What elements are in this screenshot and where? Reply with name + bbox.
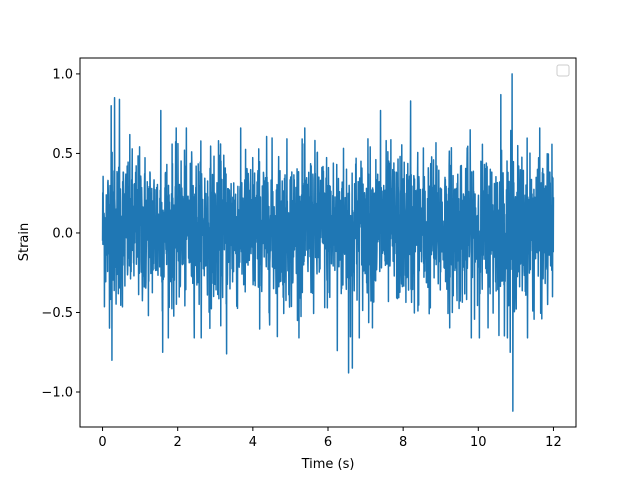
x-tick-label: 12	[545, 435, 562, 450]
x-axis-label: Time (s)	[301, 457, 355, 472]
legend-box	[556, 64, 570, 77]
y-axis-label: Strain	[17, 223, 32, 262]
y-tick-label: 0.0	[52, 226, 73, 241]
y-axis: −1.0 −0.5 0.0 0.5 1.0	[41, 67, 80, 401]
x-tick-label: 10	[470, 435, 487, 450]
y-tick-label: −1.0	[41, 386, 73, 401]
series-layer	[101, 73, 555, 412]
x-tick-label: 6	[324, 435, 332, 450]
y-tick-label: 0.5	[52, 147, 73, 162]
x-tick-label: 2	[174, 435, 182, 450]
y-tick-label: −0.5	[41, 306, 73, 321]
series-line	[101, 73, 555, 412]
x-axis: 0 2 4 6 8 10 12	[98, 427, 562, 450]
x-tick-label: 0	[98, 435, 106, 450]
x-tick-label: 8	[399, 435, 407, 450]
x-tick-label: 4	[249, 435, 257, 450]
y-tick-label: 1.0	[52, 67, 73, 82]
